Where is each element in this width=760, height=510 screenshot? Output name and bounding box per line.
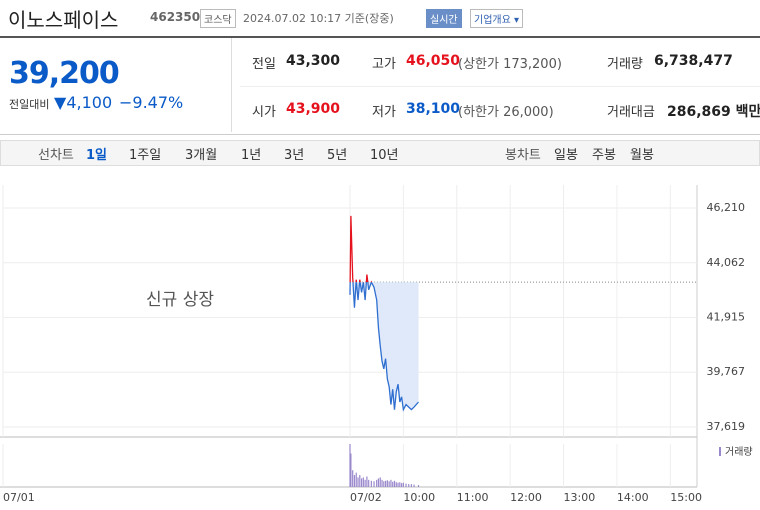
divider — [231, 38, 232, 132]
volume-bar — [349, 444, 351, 487]
stat-extra: (상한가 173,200) — [458, 57, 562, 72]
market-badge: 코스닥 — [200, 9, 236, 28]
volume-bar — [360, 478, 363, 487]
volume-bar — [401, 483, 403, 487]
tab[interactable]: 5년 — [327, 148, 348, 163]
area — [350, 282, 419, 410]
stat-value: 6,738,477 — [654, 53, 733, 69]
volume-bar — [386, 480, 388, 487]
volume-bar — [364, 479, 366, 487]
price: 39,200 — [9, 56, 120, 91]
overview-button[interactable]: 기업개요 ▾ — [470, 9, 524, 28]
tab[interactable]: 월봉 — [630, 148, 654, 163]
volume-bar — [392, 481, 394, 487]
annotation: 신규 상장 — [146, 290, 214, 310]
volume-bar — [417, 485, 420, 487]
change-rate: −9.47% — [119, 93, 184, 112]
volume-bar — [357, 477, 359, 487]
stat-value: 38,100 — [406, 101, 461, 117]
x-tick-label: 12:00 — [510, 491, 542, 504]
volume-bar — [362, 477, 364, 487]
tab[interactable]: 일봉 — [554, 148, 578, 163]
volume-bar — [405, 483, 407, 487]
volume-bar — [410, 484, 412, 487]
tab[interactable]: 1주일 — [129, 148, 162, 163]
volume-bar — [350, 453, 352, 487]
volume-bar — [352, 470, 354, 487]
overview-label[interactable]: 기업개요 — [474, 15, 511, 26]
stat-label: 거래량 — [607, 57, 643, 72]
volume-bar — [384, 480, 387, 487]
x-tick-label: 14:00 — [617, 491, 649, 504]
stat-label: 거래대금 — [607, 105, 655, 120]
volume-bar — [376, 479, 378, 487]
legend-swatch — [719, 447, 721, 456]
volume-bar — [393, 480, 396, 487]
y-tick-label: 46,210 — [707, 201, 746, 214]
price-line — [349, 282, 419, 412]
volume-bar — [373, 481, 375, 487]
volume-bar — [397, 482, 399, 487]
stat-value: 43,300 — [286, 53, 341, 69]
tab[interactable]: 1년 — [241, 148, 262, 163]
volume-bar — [370, 480, 372, 487]
x-tick-label: 07/01 — [3, 491, 35, 504]
volume-bar — [377, 478, 380, 487]
divider — [240, 86, 760, 87]
y-tick-label: 39,767 — [707, 365, 746, 378]
volume-bar — [368, 479, 370, 487]
change-label: 전일대비 — [9, 98, 50, 111]
stat-label: 저가 — [372, 105, 396, 120]
tab[interactable]: 3년 — [284, 148, 305, 163]
volume-bar — [399, 482, 401, 487]
tab-label: 봉차트 — [505, 148, 541, 163]
stock-name: 이노스페이스 — [8, 8, 119, 32]
stat-label: 전일 — [252, 57, 276, 72]
volume-bar — [355, 472, 357, 487]
volume-bar — [390, 479, 392, 487]
volume-bar — [388, 481, 390, 487]
volume-bar — [402, 482, 404, 487]
volume-bar — [359, 475, 361, 487]
x-tick-label: 13:00 — [564, 491, 596, 504]
volume-bar — [379, 477, 381, 487]
volume-bar — [395, 482, 397, 487]
stat-value: 43,900 — [286, 101, 341, 117]
tab[interactable]: 1일 — [86, 148, 108, 163]
volume-bar — [353, 475, 356, 487]
change-value: 4,100 — [66, 93, 113, 112]
volume-bar — [408, 484, 410, 487]
tab-label: 선차트 — [38, 148, 74, 163]
stat-extra: (하한가 26,000) — [458, 105, 554, 120]
stat-label: 고가 — [372, 57, 396, 72]
stock-code: 462350 — [150, 10, 201, 24]
stat-value: 286,869 백만 — [667, 104, 760, 120]
x-tick-label: 10:00 — [403, 491, 435, 504]
realtime-badge[interactable]: 실시간 — [426, 9, 462, 28]
quote-box — [0, 36, 760, 135]
tab[interactable]: 10년 — [370, 148, 399, 163]
y-tick-label: 44,062 — [707, 256, 746, 269]
stat-value: 46,050 — [406, 53, 461, 69]
change: ▼4,100 — [54, 93, 113, 112]
volume-bar — [383, 481, 385, 487]
volume-bar — [381, 479, 383, 487]
x-tick-label: 07/02 — [350, 491, 382, 504]
tab[interactable]: 주봉 — [592, 148, 616, 163]
x-tick-label: 11:00 — [457, 491, 489, 504]
legend-label: 거래량 — [725, 446, 753, 458]
volume-bar — [413, 484, 415, 487]
x-tick-label: 15:00 — [670, 491, 702, 504]
stat-label: 시가 — [252, 105, 276, 120]
tab[interactable]: 3개월 — [185, 148, 218, 163]
datetime: 2024.07.02 10:17 기준(장중) — [243, 12, 394, 25]
y-tick-label: 41,915 — [707, 310, 746, 323]
volume-bar — [366, 476, 368, 487]
tab-bar — [0, 140, 760, 166]
y-tick-label: 37,619 — [707, 420, 746, 433]
